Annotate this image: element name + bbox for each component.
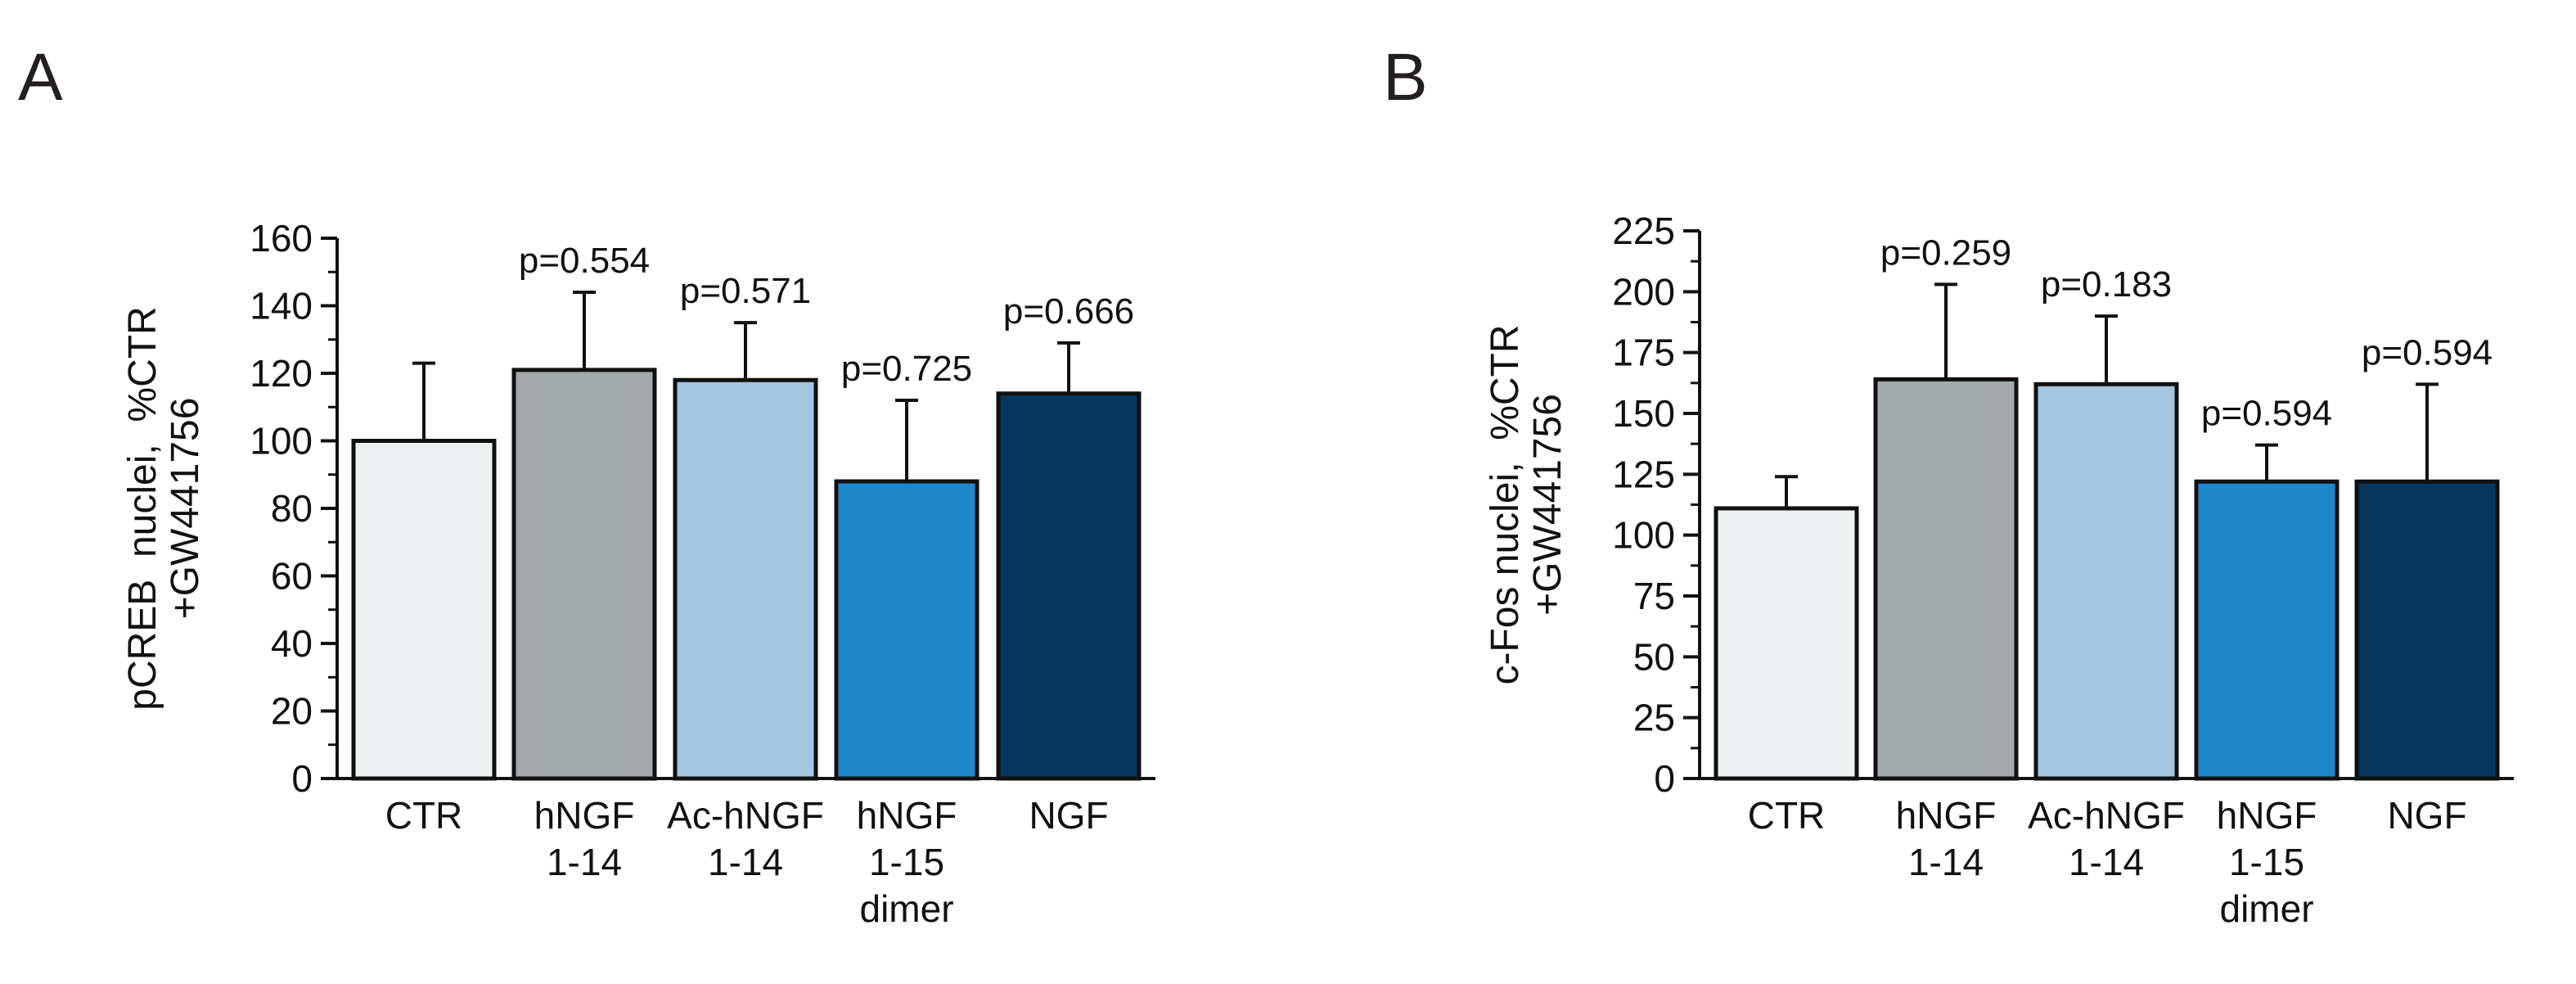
bar <box>511 368 657 781</box>
x-category-label: dimer <box>2219 887 2313 930</box>
x-category-label: hNGF <box>857 794 957 837</box>
x-category-label: 1-14 <box>2069 841 2144 883</box>
p-value-label: p=0.183 <box>2041 264 2172 305</box>
panel-label-b: B <box>1383 40 1428 115</box>
y-tick-label: 80 <box>271 487 313 530</box>
x-category-label: Ac-hNGF <box>667 794 824 837</box>
chart-b: 0 25 50 75 100 125 150 175 200 225 c-Fos nuclei, %… <box>1484 210 2514 930</box>
y-tick-label: 125 <box>1612 453 1675 495</box>
y-tick-label: 20 <box>271 690 313 733</box>
bar <box>834 479 980 781</box>
x-category-label: 1-14 <box>1908 841 1984 883</box>
bar <box>2033 381 2179 781</box>
bar <box>673 377 818 781</box>
y-tick-label: 100 <box>1612 514 1675 557</box>
y-tick-label: 175 <box>1612 332 1675 374</box>
y-tick-label: 160 <box>250 217 313 260</box>
p-value-label: p=0.594 <box>2362 332 2493 372</box>
y-tick-label: 225 <box>1612 210 1675 252</box>
y-tick-label: 0 <box>1654 757 1675 800</box>
bar <box>2194 479 2340 781</box>
bar <box>2354 479 2500 781</box>
x-category-label: NGF <box>1029 794 1108 837</box>
x-category-label: 1-15 <box>869 841 944 883</box>
p-value-label: p=0.666 <box>1003 291 1134 332</box>
x-category-label: 1-15 <box>2229 841 2304 883</box>
y-axis-title-line: +GW441756 <box>1526 394 1569 616</box>
y-tick-label: 200 <box>1612 270 1675 313</box>
y-tick-label: 140 <box>250 285 313 327</box>
x-category-label: CTR <box>1748 794 1826 837</box>
bar <box>996 391 1142 781</box>
y-tick-label: 75 <box>1633 575 1675 617</box>
y-axis-title-line: pCREB nuclei, %CTR <box>121 306 164 710</box>
x-category-label: CTR <box>385 794 463 837</box>
y-tick-label: 60 <box>271 555 313 598</box>
y-tick-label: 50 <box>1633 635 1675 678</box>
y-tick-label: 100 <box>250 420 313 463</box>
bar <box>1873 377 2019 781</box>
y-tick-label: 120 <box>250 352 313 395</box>
y-tick-label: 40 <box>271 622 313 665</box>
x-category-label: hNGF <box>534 794 635 837</box>
y-tick-label: 0 <box>291 757 313 800</box>
p-value-label: p=0.594 <box>2201 394 2332 434</box>
x-category-label: hNGF <box>2217 794 2317 837</box>
x-category-label: Ac-hNGF <box>2028 794 2185 837</box>
x-category-label: 1-14 <box>708 841 783 883</box>
x-category-label: 1-14 <box>547 841 622 883</box>
p-value-label: p=0.259 <box>1880 232 2011 273</box>
chart-a: 0 20 40 60 80 100 120 140 160 pCREB nuclei, %CTR +… <box>121 217 1155 930</box>
p-value-label: p=0.554 <box>519 241 650 281</box>
y-tick-label: 150 <box>1612 392 1675 435</box>
p-value-label: p=0.725 <box>841 349 972 389</box>
y-tick-label: 25 <box>1633 697 1675 739</box>
x-category-label: NGF <box>2387 794 2466 837</box>
panel-label-a: A <box>18 40 63 115</box>
y-axis-title-line: +GW441756 <box>164 398 207 620</box>
x-category-label: dimer <box>859 887 953 930</box>
y-axis-title-line: c-Fos nuclei, %CTR <box>1484 324 1527 684</box>
bar <box>1714 506 1859 781</box>
bar <box>351 439 497 781</box>
x-category-label: hNGF <box>1896 794 1997 837</box>
p-value-label: p=0.571 <box>680 271 811 311</box>
